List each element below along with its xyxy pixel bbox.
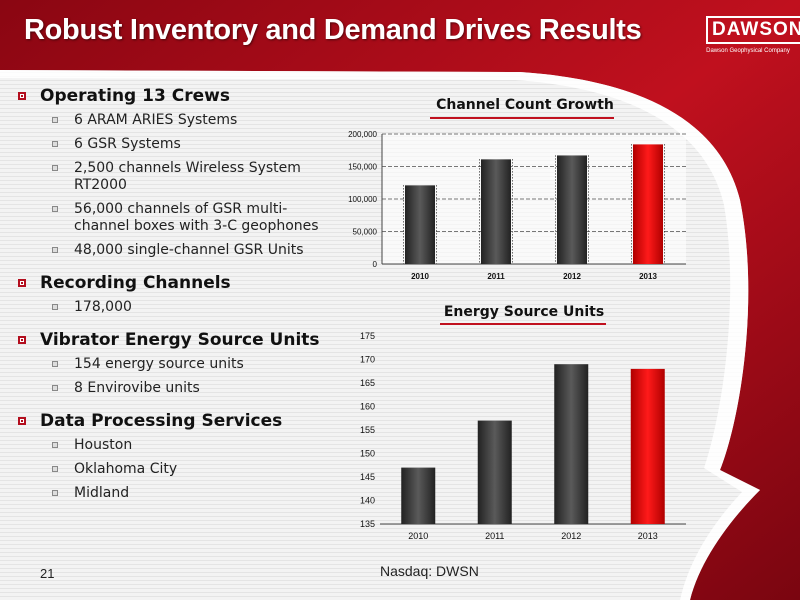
sub-bullet-marker-icon — [52, 490, 58, 496]
y-tick-label: 100,000 — [348, 195, 377, 204]
bullet-marker-icon — [18, 336, 26, 344]
sub-bullet-marker-icon — [52, 247, 58, 253]
slide-title: Robust Inventory and Demand Drives Resul… — [24, 14, 642, 46]
x-tick-label: 2012 — [561, 531, 581, 541]
sub-bullet-marker-icon — [52, 385, 58, 391]
bullet-vibrator-units: Vibrator Energy Source Units 154 energy … — [18, 330, 358, 397]
y-tick-label: 150,000 — [348, 163, 377, 172]
y-tick-label: 160 — [360, 402, 375, 412]
bullet-data-processing: Data Processing Services Houston Oklahom… — [18, 411, 358, 502]
sub-bullet-marker-icon — [52, 141, 58, 147]
y-tick-label: 150 — [360, 449, 375, 459]
sub-bullet: Oklahoma City — [40, 461, 358, 478]
sub-bullet-text: 48,000 single-channel GSR Units — [74, 242, 304, 258]
sub-bullet-marker-icon — [52, 361, 58, 367]
sub-bullet-marker-icon — [52, 117, 58, 123]
sub-bullet: 178,000 — [40, 299, 358, 316]
bullet-list: Operating 13 Crews 6 ARAM ARIES Systems … — [18, 86, 358, 509]
chart-title-energy-source: Energy Source Units — [443, 304, 605, 320]
logo-subtitle: Dawson Geophysical Company — [706, 48, 790, 54]
energy-source-chart: 135 140 145 150 155 160 165 170 175 2010 2011 2012 2… — [360, 331, 686, 541]
x-tick-label: 2011 — [485, 531, 504, 541]
x-tick-label: 2013 — [638, 531, 658, 541]
sub-bullet-text: 6 GSR Systems — [74, 136, 181, 152]
bullet-label: Data Processing Services — [40, 411, 283, 431]
sub-bullet: 8 Envirovibe units — [40, 380, 358, 397]
sub-bullet-text: 154 energy source units — [74, 356, 244, 372]
channel-count-chart: 0 50,000 100,000 150,000 200,000 2010 2011 2012… — [348, 130, 686, 281]
sub-bullet-text: 6 ARAM ARIES Systems — [74, 112, 238, 128]
y-tick-label: 0 — [373, 260, 378, 269]
sub-bullet: 154 energy source units — [40, 356, 358, 373]
y-tick-label: 175 — [360, 331, 375, 341]
bar-2012 — [557, 155, 587, 264]
sub-bullet-marker-icon — [52, 442, 58, 448]
x-tick-label: 2012 — [563, 272, 581, 281]
bullet-label: Recording Channels — [40, 273, 231, 293]
y-tick-label: 170 — [360, 355, 375, 365]
bullet-label: Operating 13 Crews — [40, 86, 230, 106]
sub-bullet-text: 2,500 channels Wireless System RT2000 — [74, 160, 301, 193]
sub-bullet: Midland — [40, 485, 358, 502]
sub-bullet: 2,500 channels Wireless System RT2000 — [40, 160, 358, 194]
bar-2011 — [477, 420, 512, 524]
sub-bullet-marker-icon — [52, 304, 58, 310]
chart-title-underline — [430, 117, 614, 119]
y-tick-label: 165 — [360, 378, 375, 388]
sub-bullet: 48,000 single-channel GSR Units — [40, 242, 358, 259]
bullet-marker-icon — [18, 417, 26, 425]
bar-2013 — [630, 368, 665, 524]
sub-bullet-text: 8 Envirovibe units — [74, 380, 200, 396]
sub-bullet-marker-icon — [52, 206, 58, 212]
x-tick-label: 2013 — [639, 272, 657, 281]
sub-bullet: 6 ARAM ARIES Systems — [40, 112, 358, 129]
x-tick-label: 2011 — [487, 272, 505, 281]
bar-2010 — [401, 467, 436, 524]
bullet-label: Vibrator Energy Source Units — [40, 330, 320, 350]
x-tick-label: 2010 — [411, 272, 429, 281]
sub-bullet: Houston — [40, 437, 358, 454]
y-tick-label: 145 — [360, 472, 375, 482]
logo-wordmark: DAWSON — [706, 16, 800, 44]
y-tick-label: 200,000 — [348, 130, 377, 139]
x-tick-label: 2010 — [408, 531, 428, 541]
sub-bullet-text: 56,000 channels of GSR multi-channel box… — [74, 201, 319, 234]
bar-2010 — [405, 185, 435, 264]
sub-bullet-text: Oklahoma City — [74, 461, 178, 477]
bullet-recording-channels: Recording Channels 178,000 — [18, 273, 358, 316]
sub-bullet: 6 GSR Systems — [40, 136, 358, 153]
bullet-marker-icon — [18, 92, 26, 100]
sub-bullet-text: Midland — [74, 485, 130, 501]
sub-bullet-marker-icon — [52, 466, 58, 472]
sub-bullet: 56,000 channels of GSR multi-channel box… — [40, 201, 358, 235]
bullet-crews: Operating 13 Crews 6 ARAM ARIES Systems … — [18, 86, 358, 259]
bar-2013 — [633, 144, 663, 264]
chart-title-underline — [440, 323, 606, 325]
bar-2012 — [554, 364, 589, 524]
company-logo: DAWSON Dawson Geophysical Company — [706, 16, 800, 72]
y-tick-label: 50,000 — [353, 228, 378, 237]
ticker-label: Nasdaq: DWSN — [380, 563, 479, 579]
bullet-marker-icon — [18, 279, 26, 287]
sub-bullet-marker-icon — [52, 165, 58, 171]
page-number: 21 — [40, 566, 55, 581]
bar-2011 — [481, 159, 511, 264]
y-tick-label: 135 — [360, 519, 375, 529]
sub-bullet-text: 178,000 — [74, 299, 132, 315]
y-tick-label: 155 — [360, 425, 375, 435]
chart-title-channel-count: Channel Count Growth — [436, 97, 614, 113]
sub-bullet-text: Houston — [74, 437, 133, 453]
y-tick-label: 140 — [360, 496, 375, 506]
